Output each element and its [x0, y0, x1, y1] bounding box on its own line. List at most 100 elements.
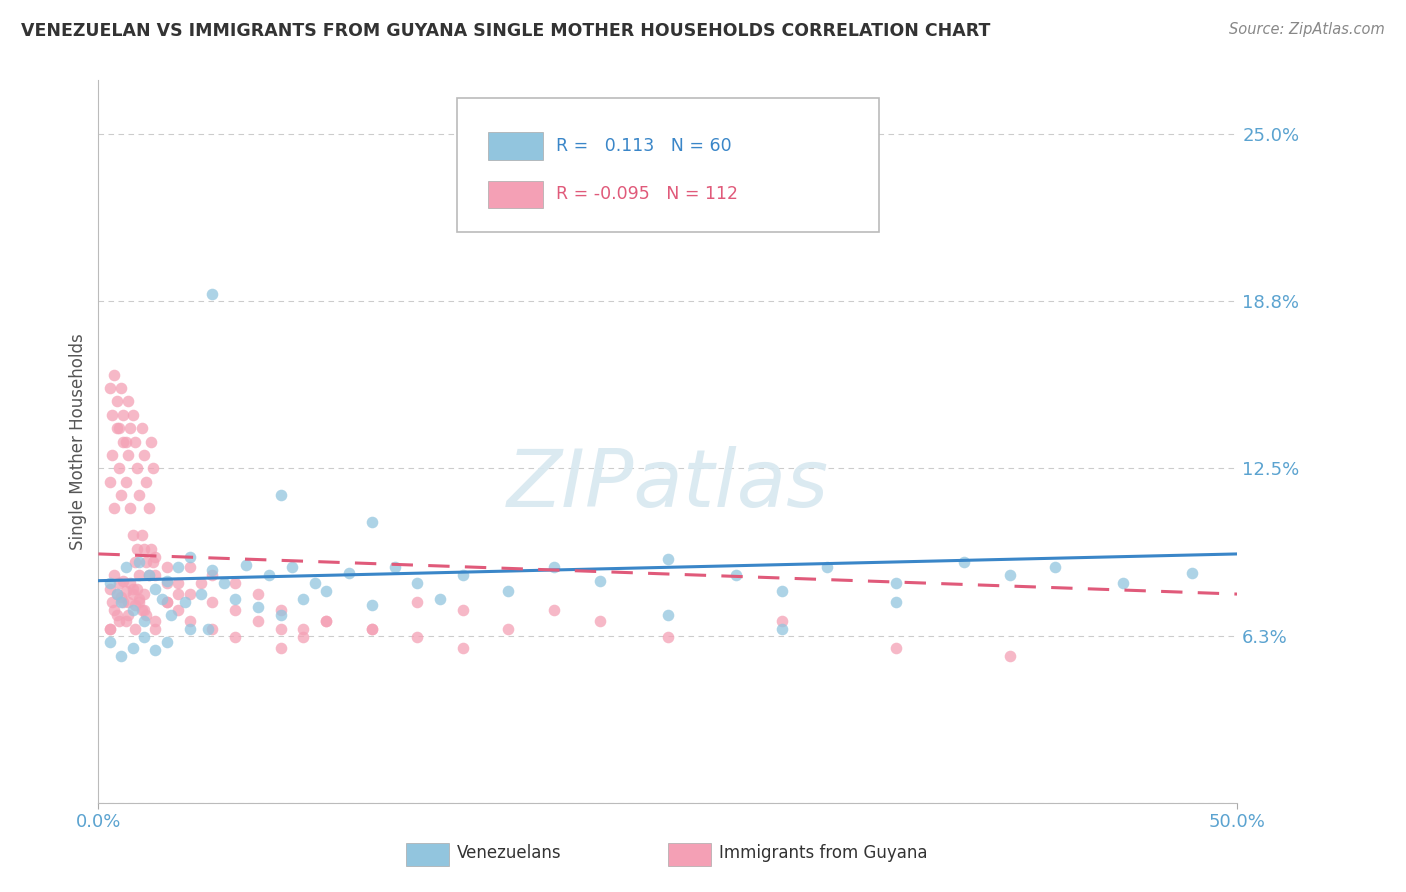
Point	[98, 381, 121, 395]
Point	[101, 448, 124, 462]
Point	[132, 541, 155, 556]
Point	[138, 501, 160, 516]
Point	[315, 614, 337, 628]
Point	[105, 421, 128, 435]
Text: VENEZUELAN VS IMMIGRANTS FROM GUYANA SINGLE MOTHER HOUSEHOLDS CORRELATION CHART: VENEZUELAN VS IMMIGRANTS FROM GUYANA SIN…	[21, 22, 990, 40]
Point	[884, 640, 907, 655]
Point	[128, 595, 150, 609]
Text: Immigrants from Guyana: Immigrants from Guyana	[718, 845, 928, 863]
Point	[201, 563, 224, 577]
Point	[406, 630, 429, 644]
Point	[114, 475, 136, 489]
Point	[110, 381, 132, 395]
Point	[543, 560, 565, 574]
Point	[131, 528, 153, 542]
FancyBboxPatch shape	[488, 181, 543, 208]
Point	[884, 595, 907, 609]
Point	[117, 595, 139, 609]
Point	[292, 630, 315, 644]
Text: R =   0.113   N = 60: R = 0.113 N = 60	[557, 137, 733, 155]
Point	[145, 614, 167, 628]
Point	[114, 434, 136, 449]
Point	[132, 614, 155, 628]
Point	[224, 603, 246, 617]
Point	[292, 622, 315, 636]
FancyBboxPatch shape	[457, 98, 879, 232]
Point	[224, 576, 246, 591]
Point	[304, 576, 326, 591]
Point	[770, 584, 793, 599]
Point	[657, 552, 679, 566]
Point	[145, 568, 167, 582]
Point	[150, 592, 173, 607]
Point	[108, 461, 131, 475]
Point	[156, 595, 179, 609]
Point	[139, 541, 162, 556]
Point	[135, 475, 157, 489]
Point	[131, 603, 153, 617]
Point	[246, 600, 269, 615]
Point	[270, 608, 292, 623]
Point	[270, 603, 292, 617]
Point	[108, 421, 131, 435]
Point	[145, 622, 167, 636]
Point	[145, 549, 167, 564]
Point	[110, 488, 132, 502]
Point	[112, 574, 135, 588]
Point	[121, 587, 143, 601]
FancyBboxPatch shape	[406, 843, 449, 865]
Point	[128, 568, 150, 582]
Point	[120, 501, 142, 516]
Point	[224, 592, 246, 607]
Point	[114, 560, 136, 574]
Point	[201, 287, 224, 301]
Point	[259, 568, 281, 582]
Point	[98, 576, 121, 591]
Point	[179, 614, 201, 628]
Point	[132, 448, 155, 462]
Point	[138, 568, 160, 582]
Point	[657, 608, 679, 623]
Point	[246, 587, 269, 601]
Point	[429, 592, 451, 607]
Point	[201, 595, 224, 609]
Point	[132, 630, 155, 644]
Point	[167, 560, 190, 574]
Point	[156, 560, 179, 574]
Point	[135, 608, 157, 623]
Point	[142, 461, 165, 475]
Point	[953, 555, 976, 569]
Point	[224, 630, 246, 644]
Point	[167, 603, 190, 617]
Point	[128, 592, 150, 607]
Point	[121, 528, 143, 542]
Point	[1181, 566, 1204, 580]
Y-axis label: Single Mother Households: Single Mother Households	[69, 334, 87, 549]
Point	[117, 448, 139, 462]
Point	[281, 560, 304, 574]
Point	[103, 368, 125, 382]
Point	[315, 614, 337, 628]
Point	[156, 595, 179, 609]
Point	[156, 576, 179, 591]
Point	[998, 648, 1021, 663]
Point	[110, 595, 132, 609]
Point	[384, 560, 406, 574]
Point	[142, 555, 165, 569]
Point	[179, 622, 201, 636]
Point	[105, 587, 128, 601]
Point	[360, 622, 382, 636]
Point	[360, 622, 382, 636]
Point	[124, 622, 146, 636]
Text: R = -0.095   N = 112: R = -0.095 N = 112	[557, 186, 738, 203]
Point	[167, 576, 190, 591]
Point	[156, 635, 179, 649]
Point	[270, 488, 292, 502]
Point	[145, 582, 167, 596]
Point	[101, 408, 124, 422]
Point	[110, 648, 132, 663]
Point	[132, 603, 155, 617]
Point	[406, 595, 429, 609]
Point	[108, 614, 131, 628]
Point	[128, 488, 150, 502]
